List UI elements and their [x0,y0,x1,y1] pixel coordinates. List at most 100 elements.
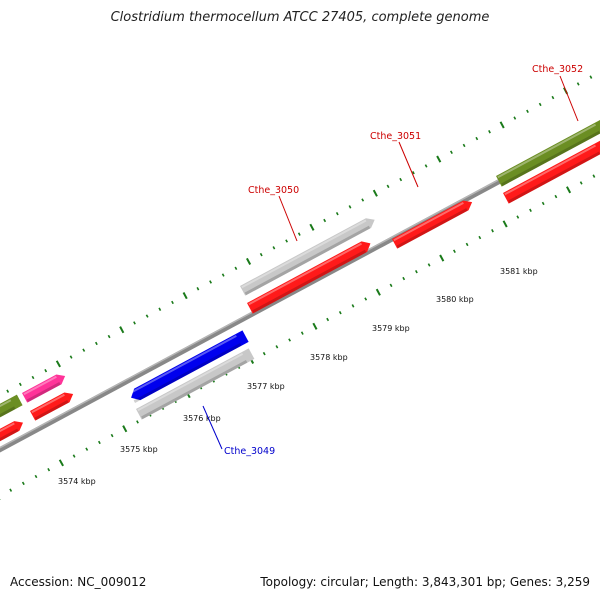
upper-tick [94,341,98,346]
feature-cds-cthe-3051[interactable] [392,197,475,249]
upper-tick [309,223,315,231]
upper-tick [551,95,555,100]
upper-tick [297,232,301,236]
upper-tick [82,348,86,352]
feature-blue-cthe-3049[interactable] [128,330,249,403]
gene-label-cthe-3050[interactable]: Cthe_3050 [248,185,299,196]
upper-tick [182,292,188,300]
feature-cds-under-3052[interactable] [503,139,600,204]
upper-tick [272,246,276,250]
upper-tick [386,184,390,189]
upper-tick [335,212,339,216]
upper-tick [107,334,111,339]
leader-cthe-3049 [202,405,223,450]
upper-tick [221,273,225,277]
feature-olive-left[interactable] [0,394,23,418]
scale-label-3575: 3575 kbp [120,445,158,454]
feature-cds-under-3050[interactable] [247,238,373,314]
leader-cthe-3051 [398,141,419,188]
map-title: Clostridium thermocellum ATCC 27405, com… [110,10,490,25]
upper-tick [145,314,149,318]
leader-cthe-3052 [559,75,579,122]
lower-tick [579,181,583,185]
upper-tick [424,164,428,168]
upper-tick [119,326,125,334]
upper-tick [462,143,466,148]
lower-tick-track [0,174,596,500]
lower-tick [47,468,51,472]
lower-tick [364,297,368,301]
upper-tick [171,300,174,305]
scale-label-3581: 3581 kbp [500,267,538,276]
lower-tick [312,322,318,330]
upper-tick [133,321,136,325]
lower-tick [58,459,64,467]
lower-tick [21,481,25,486]
lower-tick [351,304,355,308]
upper-tick [196,287,200,291]
scale-label-3574: 3574 kbp [58,477,96,486]
lower-tick [9,488,13,492]
lower-tick [402,276,406,281]
upper-tick [69,355,73,359]
lower-tick [478,235,482,240]
upper-tick [18,382,22,387]
feature-cds-near-magenta[interactable] [30,389,76,421]
upper-tick [475,136,479,141]
scale-label-3580: 3580 kbp [436,295,474,304]
upper-tick [285,239,289,243]
lower-tick [541,201,545,206]
upper-tick [450,150,453,154]
lower-tick [288,338,292,342]
genome-summary-text: Topology: circular; Length: 3,843,301 bp… [260,575,590,589]
lower-tick [85,447,89,451]
upper-tick [436,155,442,163]
upper-tick [399,177,403,182]
upper-tick [488,130,491,134]
feature-gray-cthe-3050[interactable] [240,215,377,296]
lower-tick [136,420,139,424]
scale-label-3576: 3576 kbp [183,414,221,423]
gene-label-cthe-3051[interactable]: Cthe_3051 [370,131,421,142]
lower-tick [554,194,558,199]
lower-tick [414,270,418,274]
leader-cthe-3050 [278,195,298,242]
lower-tick [491,229,494,233]
upper-tick [372,189,378,197]
scale-label-3577: 3577 kbp [247,382,285,391]
lower-tick [110,433,114,438]
upper-tick [259,252,263,257]
upper-tick [589,75,593,79]
feature-magenta[interactable] [22,371,68,403]
gene-label-cthe-3052[interactable]: Cthe_3052 [532,64,583,75]
lower-tick [262,351,266,356]
lower-tick [389,283,393,288]
lower-tick [375,288,381,296]
upper-tick [158,307,162,311]
scale-label-3578: 3578 kbp [310,353,348,362]
upper-tick [323,218,327,223]
lower-tick [326,317,330,322]
upper-tick [348,205,352,209]
lower-tick [122,425,128,433]
upper-tick [411,171,415,175]
feature-cds-left[interactable] [0,418,26,442]
upper-tick [234,266,238,270]
lower-tick [34,474,38,479]
feature-gray-under-3049[interactable] [136,348,255,420]
lower-tick [516,215,520,219]
feature-olive-cthe-3052[interactable] [496,119,600,187]
lower-tick [427,263,431,267]
lower-tick [529,208,532,212]
lower-tick [72,454,76,458]
gene-label-cthe-3049[interactable]: Cthe_3049 [224,446,275,457]
lower-tick [502,220,508,228]
lower-tick [338,311,342,315]
accession-text: Accession: NC_009012 [10,575,147,589]
upper-tick [55,360,61,368]
upper-tick [576,82,580,86]
lower-tick [275,345,279,349]
upper-tick [44,369,48,373]
upper-tick [513,116,517,120]
